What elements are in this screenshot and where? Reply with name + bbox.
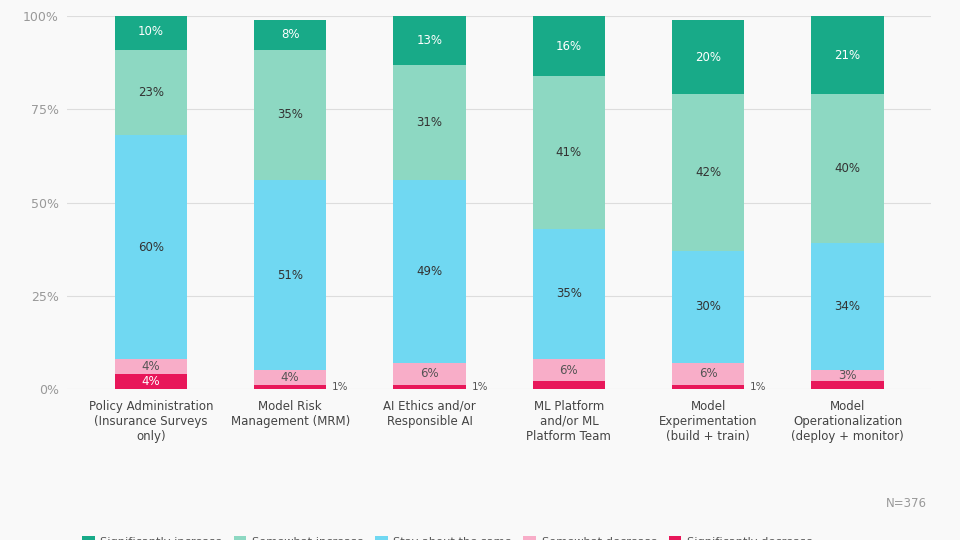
Bar (254, 385, 326, 389)
Text: 31%: 31% (417, 116, 443, 129)
Text: 41%: 41% (556, 146, 582, 159)
Text: 1%: 1% (750, 382, 766, 392)
Text: 16%: 16% (556, 39, 582, 52)
Bar (811, 381, 884, 389)
Bar (394, 363, 466, 385)
Text: 23%: 23% (138, 86, 164, 99)
Bar (254, 370, 326, 385)
Text: N=376: N=376 (885, 497, 926, 510)
Bar (672, 20, 744, 94)
Text: 6%: 6% (560, 363, 578, 377)
Bar (254, 180, 326, 370)
Bar (672, 385, 744, 389)
Text: 8%: 8% (281, 28, 300, 42)
Bar (114, 12, 187, 50)
Bar (394, 65, 466, 180)
Text: 4%: 4% (141, 360, 160, 373)
Text: 35%: 35% (556, 287, 582, 300)
Text: 30%: 30% (695, 300, 721, 313)
Bar (811, 16, 884, 94)
Bar (811, 244, 884, 370)
Bar (672, 251, 744, 363)
Text: 40%: 40% (834, 163, 860, 176)
Bar (394, 16, 466, 65)
Text: 60%: 60% (138, 241, 164, 254)
Legend: Significantly increase, Somewhat increase, Stay about the same, Somewhat decreas: Significantly increase, Somewhat increas… (83, 536, 812, 540)
Text: 1%: 1% (332, 382, 348, 392)
Bar (533, 228, 605, 359)
Text: 6%: 6% (420, 367, 439, 380)
Text: 4%: 4% (281, 371, 300, 384)
Bar (811, 370, 884, 381)
Bar (114, 50, 187, 136)
Text: 34%: 34% (834, 300, 860, 313)
Text: 35%: 35% (277, 109, 303, 122)
Bar (672, 363, 744, 385)
Text: 3%: 3% (838, 369, 857, 382)
Bar (811, 94, 884, 244)
Bar (533, 76, 605, 228)
Bar (114, 136, 187, 359)
Text: 51%: 51% (277, 269, 303, 282)
Bar (254, 20, 326, 50)
Text: 20%: 20% (695, 51, 721, 64)
Text: 6%: 6% (699, 367, 717, 380)
Text: 1%: 1% (471, 382, 488, 392)
Text: 13%: 13% (417, 34, 443, 47)
Bar (114, 374, 187, 389)
Bar (114, 359, 187, 374)
Bar (672, 94, 744, 251)
Text: 21%: 21% (834, 49, 861, 62)
Text: 4%: 4% (141, 375, 160, 388)
Bar (533, 381, 605, 389)
Text: 10%: 10% (138, 25, 164, 38)
Bar (254, 50, 326, 180)
Bar (394, 180, 466, 363)
Text: 42%: 42% (695, 166, 721, 179)
Bar (533, 359, 605, 381)
Bar (533, 16, 605, 76)
Text: 49%: 49% (417, 265, 443, 278)
Bar (394, 385, 466, 389)
